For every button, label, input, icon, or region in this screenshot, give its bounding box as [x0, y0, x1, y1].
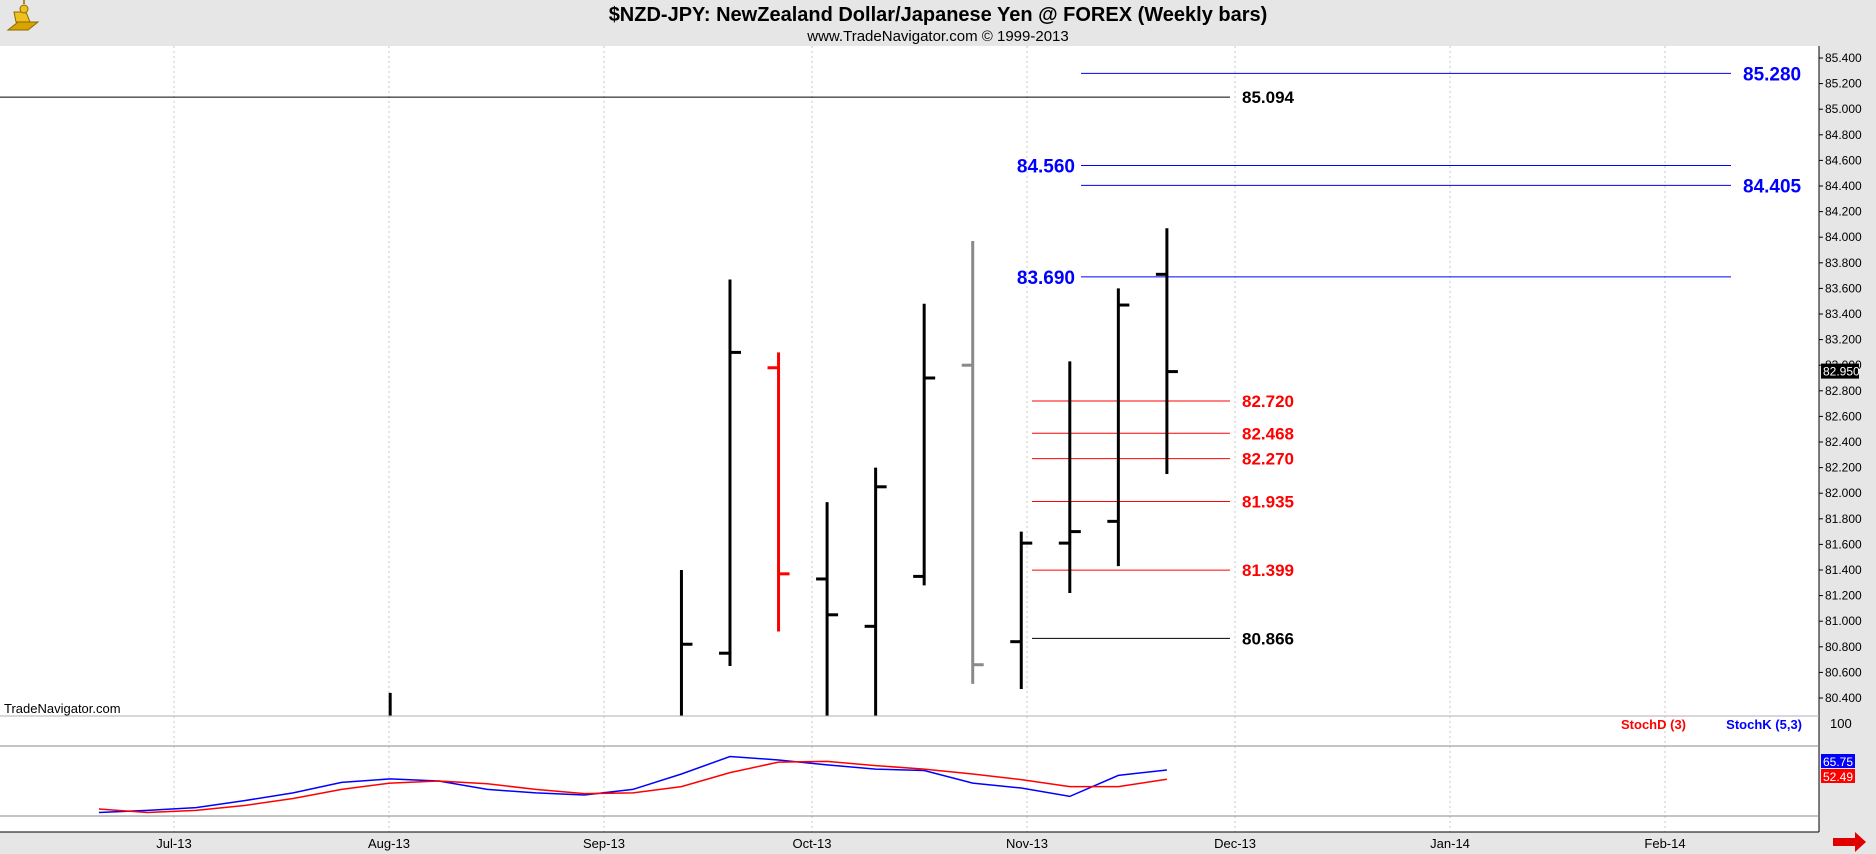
stoch-last-value-box — [1821, 769, 1855, 783]
y-tick-label: 80.800 — [1825, 640, 1862, 654]
y-tick-label: 85.400 — [1825, 51, 1862, 65]
stoch-last-value-label: 65.75 — [1823, 755, 1853, 769]
indicator-area — [0, 716, 1819, 832]
y-tick-label: 82.600 — [1825, 409, 1862, 423]
last-price-label: 82.950 — [1823, 365, 1860, 379]
y-tick-label: 84.000 — [1825, 230, 1862, 244]
y-tick-label: 80.400 — [1825, 691, 1862, 705]
x-tick-label: Nov-13 — [1006, 836, 1048, 851]
y-tick-label: 85.200 — [1825, 77, 1862, 91]
y-tick-label: 82.200 — [1825, 461, 1862, 475]
level-label: 84.560 — [1017, 157, 1075, 178]
x-tick-label: Jan-14 — [1430, 836, 1470, 851]
level-label: 83.690 — [1017, 268, 1075, 289]
x-tick-label: Oct-13 — [793, 836, 832, 851]
y-tick-label: 81.600 — [1825, 537, 1862, 551]
stoch-last-value-box — [1821, 754, 1855, 768]
legend-stoch-k: StochK (5,3) — [1726, 717, 1802, 732]
level-label: 82.720 — [1242, 392, 1294, 411]
y-tick-label: 85.000 — [1825, 102, 1862, 116]
stoch-series-line — [98, 760, 1168, 814]
stoch-y-tick-label: 100 — [1830, 716, 1852, 731]
x-tick-label: Jul-13 — [156, 836, 191, 851]
chart-subtitle: www.TradeNavigator.com © 1999-2013 — [806, 28, 1068, 45]
y-tick-label: 82.800 — [1825, 384, 1862, 398]
level-label: 82.270 — [1242, 450, 1294, 469]
x-tick-label: Aug-13 — [368, 836, 410, 851]
y-tick-label: 81.200 — [1825, 589, 1862, 603]
x-tick-label: Sep-13 — [583, 836, 625, 851]
level-label: 85.094 — [1242, 88, 1295, 107]
level-label: 82.468 — [1242, 424, 1294, 443]
watermark-text: TradeNavigator.com — [4, 701, 121, 716]
level-label: 85.280 — [1743, 64, 1801, 85]
trade-navigator-logo — [6, 0, 40, 31]
y-tick-label: 83.200 — [1825, 333, 1862, 347]
x-tick-label: Dec-13 — [1214, 836, 1256, 851]
stoch-last-value-label: 52.49 — [1823, 770, 1853, 784]
level-label: 81.399 — [1242, 561, 1294, 580]
level-label: 81.935 — [1242, 493, 1294, 512]
y-tick-label: 84.800 — [1825, 128, 1862, 142]
ohlc-bars — [388, 228, 1178, 716]
y-tick-label: 83.800 — [1825, 256, 1862, 270]
y-tick-label: 81.000 — [1825, 614, 1862, 628]
level-label: 84.405 — [1743, 176, 1802, 197]
chart-title: $NZD-JPY: NewZealand Dollar/Japanese Yen… — [609, 4, 1268, 26]
y-tick-label: 84.600 — [1825, 153, 1862, 167]
x-tick-label: Feb-14 — [1644, 836, 1685, 851]
legend-stoch-d: StochD (3) — [1621, 717, 1686, 732]
y-tick-label: 84.200 — [1825, 205, 1862, 219]
y-tick-label: 84.400 — [1825, 179, 1862, 193]
level-lines: 85.280 85.094 84.560 84.405 83.690 82.720 82.4… — [0, 64, 1802, 648]
level-label: 80.866 — [1242, 629, 1294, 648]
y-tick-label: 81.800 — [1825, 512, 1862, 526]
plot-area — [0, 46, 1819, 716]
y-tick-label: 83.400 — [1825, 307, 1862, 321]
y-tick-label: 81.400 — [1825, 563, 1862, 577]
scroll-right-arrow-icon[interactable] — [1833, 832, 1866, 852]
y-tick-label: 82.000 — [1825, 486, 1862, 500]
axes: Jul-13 Aug-13 Sep-13 Oct-13 Nov-13 Dec-13 Jan-… — [0, 46, 1862, 851]
stoch-series-line — [98, 755, 1167, 814]
y-tick-label: 83.600 — [1825, 281, 1862, 295]
last-price-box — [1821, 363, 1859, 379]
y-tick-label: 80.600 — [1825, 665, 1862, 679]
y-tick-label: 82.400 — [1825, 435, 1862, 449]
